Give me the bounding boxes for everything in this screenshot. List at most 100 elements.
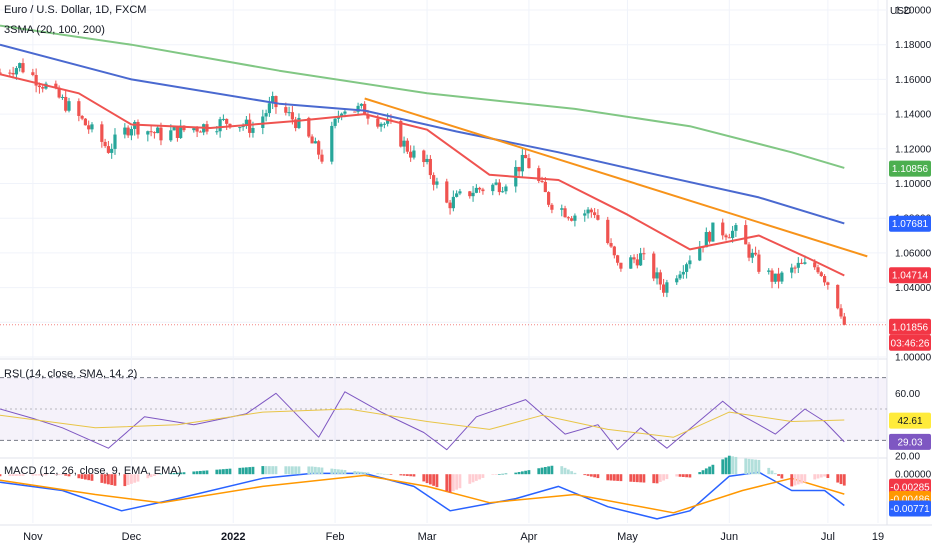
candle-body <box>284 107 288 113</box>
macd-histogram-bar <box>399 474 403 476</box>
candle-body <box>195 128 199 132</box>
macd-histogram-bar <box>179 472 183 475</box>
macd-histogram-bar <box>113 474 117 486</box>
candle-body <box>822 276 827 283</box>
indicator-legend-macd[interactable]: MACD (12, 26, close, 9, EMA, EMA) <box>4 465 182 477</box>
candle-body <box>310 136 314 144</box>
macd-histogram-bar <box>652 474 656 484</box>
candle-body <box>356 105 360 112</box>
symbol-title[interactable]: Euro / U.S. Dollar, 1D, FXCM <box>4 4 147 16</box>
indicator-legend-rsi[interactable]: RSI (14, close, SMA, 14, 2) <box>4 368 138 380</box>
macd-histogram-bar <box>336 469 340 475</box>
candle-body <box>363 103 367 115</box>
macd-histogram-bar <box>632 474 636 482</box>
candle-body <box>593 212 597 216</box>
macd-histogram-bar <box>8 474 12 477</box>
macd-histogram-bar <box>353 471 357 475</box>
macd-histogram-bar <box>796 474 800 485</box>
indicator-legend-3sma[interactable]: 3SMA (20, 100, 200) <box>4 24 105 36</box>
macd-line <box>0 471 845 520</box>
candle-body <box>428 158 432 176</box>
macd-histogram-bar <box>767 467 771 475</box>
macd-histogram-bar <box>589 474 593 477</box>
macd-histogram-bar <box>218 469 222 475</box>
price-tag-last: 1.01856 <box>892 322 929 333</box>
candle-body <box>0 72 2 74</box>
rsi-band <box>0 377 887 441</box>
macd-histogram-bar <box>701 470 705 475</box>
candle-body <box>497 182 501 193</box>
candle-body <box>455 193 459 197</box>
macd-histogram-bar <box>537 468 541 475</box>
macd-histogram-bar <box>547 466 551 475</box>
macd-histogram-bar <box>405 474 409 476</box>
candle-body <box>767 270 771 272</box>
macd-histogram-bar <box>130 474 133 484</box>
macd-histogram-bar <box>491 474 495 475</box>
macd-histogram-bar <box>359 471 363 475</box>
macd-histogram-bar <box>777 474 780 476</box>
macd-histogram-bar <box>225 468 229 475</box>
time-tick-label: Jul <box>821 531 835 543</box>
candle-body <box>218 119 222 132</box>
candle-body <box>770 270 774 282</box>
macd-histogram-bar <box>320 467 324 475</box>
macd-histogram-bar <box>616 474 620 481</box>
macd-histogram-bar <box>149 474 153 478</box>
rsi-tag-ma-bg <box>889 412 931 429</box>
time-tick-label: Feb <box>326 531 345 543</box>
macd-histogram-bar <box>110 474 114 486</box>
macd-histogram-bar <box>428 474 432 485</box>
candle-body <box>333 118 337 126</box>
macd-histogram-bar <box>172 472 176 475</box>
candle-body <box>681 271 685 275</box>
macd-histogram-bar <box>780 474 784 479</box>
candle-body <box>619 262 623 269</box>
candle-body <box>596 215 600 220</box>
price-tag-sma100-bg <box>889 215 931 232</box>
candle-body <box>34 74 38 86</box>
price-tick-label: 1.10000 <box>895 179 932 190</box>
price-tag-sma20: 1.04714 <box>892 271 929 282</box>
candle-body <box>179 125 183 138</box>
sma200-line <box>0 24 845 169</box>
macd-histogram-bar <box>205 470 209 475</box>
macd-histogram-bar <box>793 474 797 486</box>
macd-histogram-bar <box>159 473 163 475</box>
candle-body <box>451 196 455 209</box>
time-tick-label: May <box>617 531 638 543</box>
macd-histogram-bar <box>704 468 708 475</box>
candle-body <box>658 272 662 285</box>
candle-body <box>662 284 666 293</box>
macd-histogram-bar <box>412 474 416 477</box>
macd-histogram-bar <box>402 474 406 476</box>
candle-body <box>491 184 495 192</box>
macd-histogram-bar <box>560 466 564 475</box>
candle-body <box>382 123 386 125</box>
time-tick-label: Apr <box>520 531 537 543</box>
time-tick-label: 2022 <box>221 531 245 543</box>
macd-histogram-bar <box>87 474 91 481</box>
macd-histogram-bar <box>382 473 386 475</box>
candle-body <box>359 103 363 106</box>
macd-tag-macd-bg <box>889 500 931 517</box>
macd-histogram-bar <box>566 469 570 475</box>
macd-histogram-bar <box>494 474 498 475</box>
candle-body <box>215 131 219 133</box>
macd-histogram-bar <box>458 474 462 489</box>
candle-body <box>750 252 754 258</box>
candle-body <box>336 116 340 119</box>
macd-histogram-bar <box>711 464 715 475</box>
candle-body <box>721 222 725 236</box>
macd-histogram-bar <box>363 472 367 475</box>
candle-body <box>517 166 521 172</box>
time-tick-label: Jun <box>720 531 738 543</box>
macd-histogram-bar <box>343 470 347 475</box>
candle-body <box>225 118 229 124</box>
macd-histogram-bar <box>770 470 774 475</box>
macd-histogram-bar <box>497 474 501 475</box>
candle-body <box>573 215 577 221</box>
macd-histogram-bar <box>451 474 455 492</box>
